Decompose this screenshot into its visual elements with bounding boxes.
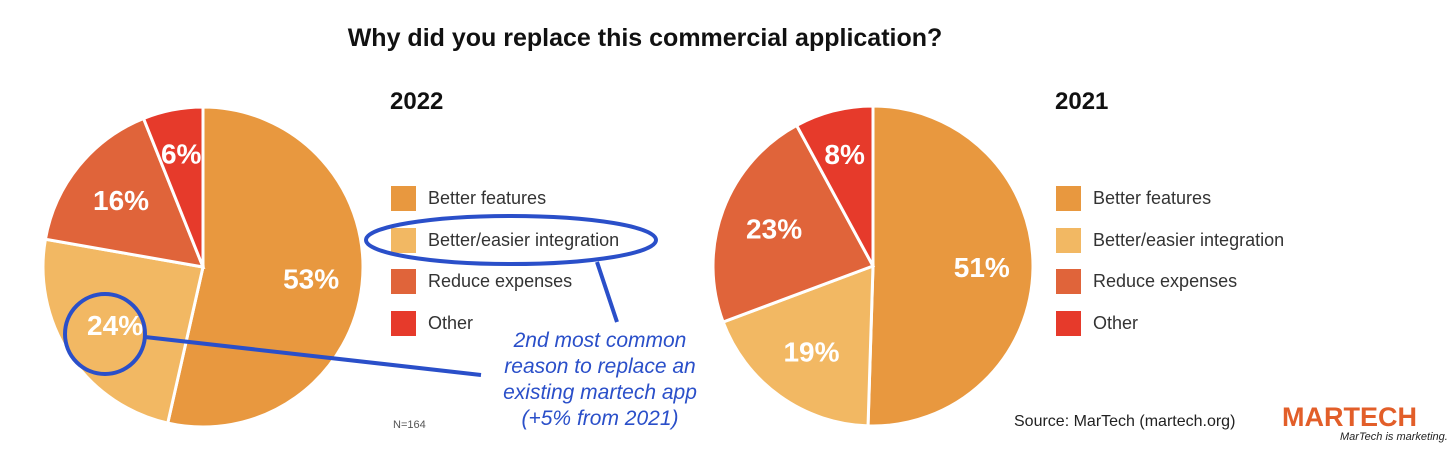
annotation-line: (+5% from 2021) [521,407,679,430]
legend-label: Other [1093,312,1139,333]
legend-item: Other [391,303,619,345]
legend-swatch [1056,310,1081,336]
legend-swatch [391,310,416,336]
legend-label: Better features [428,188,547,209]
pie-slice [721,263,875,428]
legend-label: Other [428,312,474,333]
pie-slice [794,104,875,267]
legend-swatch [1056,227,1081,253]
legend-label: Better/easier integration [428,229,620,250]
legend-label: Reduce expenses [1093,271,1238,292]
logo-tagline: MarTech is marketing. [1340,431,1448,443]
legend-item: Better/easier integration [391,220,619,262]
legend-2022: Better features Better/easier integratio… [391,178,619,344]
slice-data-label: 53% [283,264,339,295]
legend-swatch [391,269,416,295]
legend-item: Other [1056,303,1284,345]
annotation-text: 2nd most common reason to replace an exi… [470,328,730,432]
sample-size-note: N=164 [393,419,426,431]
source-credit: Source: MarTech (martech.org) [1014,413,1236,430]
annotation-line: existing martech app [503,381,697,404]
slice-data-label: 23% [746,214,802,245]
martech-logo: MARTECH MarTech is marketing. [1282,403,1448,443]
pie-chart-2021: 51% 19% 23% 8% [711,104,1035,428]
pie-slice [141,105,205,268]
legend-swatch [1056,269,1081,295]
legend-label: Better/easier integration [1093,229,1285,250]
legend-item: Better/easier integration [1056,220,1284,262]
slice-data-label: 8% [824,139,865,170]
pie-chart-2022: 53% 24% 16% 6% [41,105,365,429]
legend-swatch [391,227,416,253]
annotation-line: reason to replace an [504,355,696,378]
slice-data-label: 19% [783,336,839,367]
legend-item: Better features [1056,178,1284,220]
pie-slice [866,104,1035,428]
pie-title-2022: 2022 [390,88,444,115]
pie-slice [43,116,206,269]
legend-2021: Better features Better/easier integratio… [1056,178,1284,344]
legend-item: Reduce expenses [1056,261,1284,303]
legend-label: Better features [1093,188,1212,209]
legend-label: Reduce expenses [428,271,573,292]
legend-swatch [1056,186,1081,212]
slice-data-label: 16% [93,185,149,216]
legend-swatch [391,186,416,212]
pie-slice [711,123,876,324]
legend-item: Reduce expenses [391,261,619,303]
annotation-line: 2nd most common [513,329,687,352]
slice-data-label: 24% [87,310,143,341]
pie-title-2021: 2021 [1055,88,1109,115]
legend-item: Better features [391,178,619,220]
slice-data-label: 6% [161,138,202,169]
chart-title: Why did you replace this commercial appl… [347,24,943,52]
logo-wordmark: MARTECH [1282,402,1417,432]
slice-data-label: 51% [954,252,1010,283]
